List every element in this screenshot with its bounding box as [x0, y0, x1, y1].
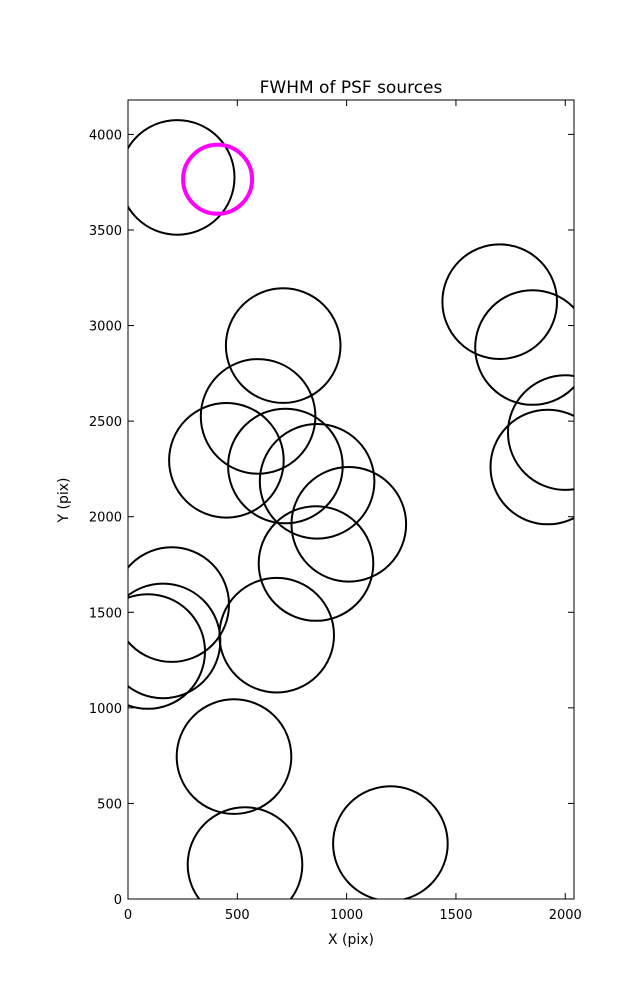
psf-source-circle — [218, 576, 336, 694]
chart-title: FWHM of PSF sources — [260, 78, 443, 98]
psf-source-circle — [168, 402, 285, 519]
plot-frame — [127, 99, 575, 900]
x-tick-label: 1000 — [330, 908, 363, 923]
psf-source-circle — [224, 287, 342, 404]
psf-source-circle — [128, 593, 206, 710]
psf-source-circle — [258, 423, 376, 540]
y-tick-label: 2500 — [89, 415, 122, 430]
psf-source-circle — [474, 289, 574, 406]
psf-source-circle — [227, 407, 344, 525]
x-tick-label: 0 — [124, 908, 132, 923]
psf-source-circle — [290, 466, 408, 583]
psf-source-circle — [489, 408, 574, 526]
y-tick-label: 3500 — [89, 224, 122, 239]
psf-source-circle — [175, 698, 293, 815]
psf-source-circle — [257, 505, 375, 622]
highlighted-source-circle — [181, 142, 255, 216]
y-tick-label: 1000 — [89, 702, 122, 717]
x-tick-label: 1500 — [439, 908, 472, 923]
psf-source-circle — [186, 806, 304, 899]
psf-source-circle — [441, 243, 559, 361]
x-tick-label: 2000 — [549, 908, 582, 923]
psf-source-circle — [507, 374, 574, 491]
y-tick-label: 4000 — [89, 128, 122, 143]
psf-source-circle — [128, 119, 236, 236]
y-tick-label: 500 — [97, 797, 122, 812]
y-tick-label: 2000 — [89, 511, 122, 526]
x-tick-label: 500 — [225, 908, 250, 923]
y-tick-label: 1500 — [89, 606, 122, 621]
y-axis-label: Y (pix) — [56, 478, 72, 524]
y-tick-label: 3000 — [89, 320, 122, 335]
x-axis-label: X (pix) — [328, 932, 374, 948]
y-tick-label: 0 — [114, 893, 122, 908]
psf-source-circle — [332, 785, 449, 899]
